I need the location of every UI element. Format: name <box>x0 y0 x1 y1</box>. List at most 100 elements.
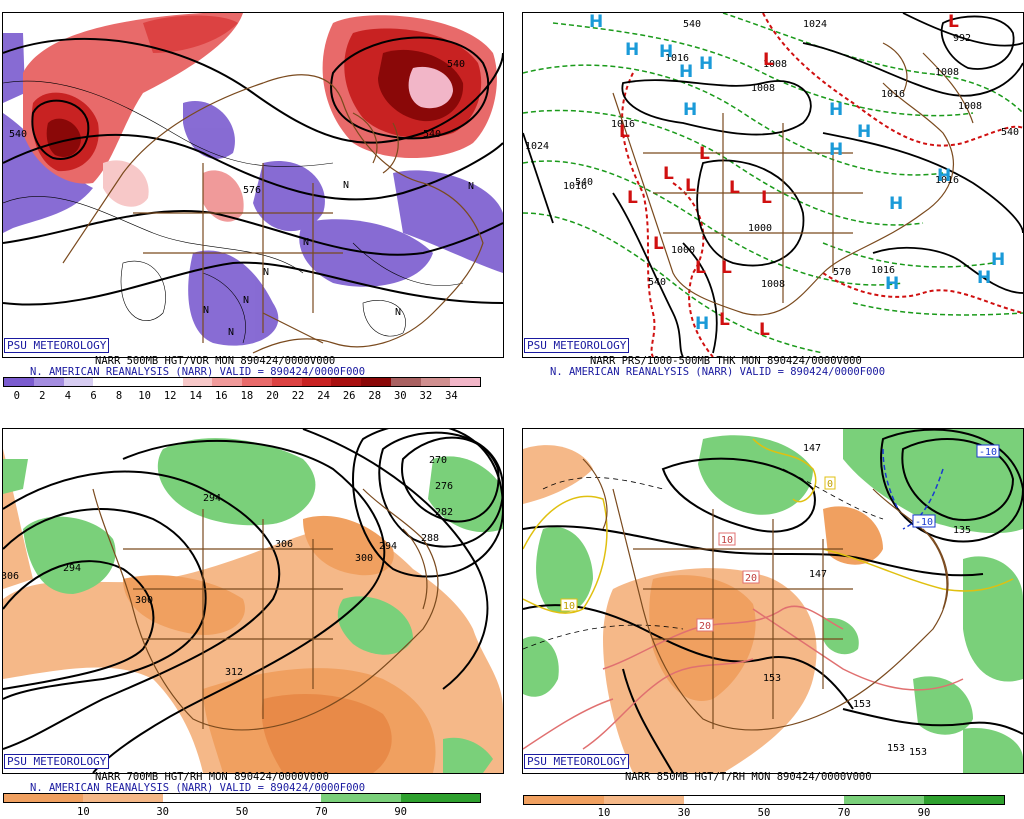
pressure-label: 1016 <box>563 181 587 192</box>
pressure-label: 1008 <box>751 83 775 94</box>
contour-label: 540 <box>423 129 441 140</box>
colorbar-tick-label: 32 <box>419 390 433 402</box>
colorbar-tick-label: 12 <box>163 390 177 402</box>
height-contour-labels: 294 294 300 306 306 312 270 276 282 288 … <box>3 455 453 678</box>
contour-label: 312 <box>225 667 243 678</box>
high-marker: H <box>829 140 843 160</box>
isotherm-labels: 0 10 10 20 20 <box>560 444 1000 632</box>
contour-label: 540 <box>9 129 27 140</box>
low-marker: L <box>619 122 630 142</box>
pressure-labels: 1024 1008 1008 1016 1016 1008 1000 1008 … <box>525 19 982 290</box>
vort-marker: N <box>203 305 209 316</box>
svg-text:10: 10 <box>563 601 575 612</box>
colorbar-tick-label: 8 <box>115 390 123 402</box>
colorbar <box>3 377 481 387</box>
low-marker: L <box>685 176 696 196</box>
thickness-contours-red <box>621 13 1023 357</box>
colorbar-swatch <box>420 378 451 386</box>
title-line-1: NARR 850MB HGT/T/RH MON 890424/0000V000 <box>625 771 872 783</box>
svg-text:-10: -10 <box>979 447 997 458</box>
colorbar-swatch <box>93 378 123 386</box>
map-850mb: 147 147 135 153 153 153 153 0 10 <box>522 428 1024 774</box>
low-marker: L <box>719 310 730 330</box>
colorbar-tick-label: 50 <box>235 806 249 818</box>
colorbar-swatch <box>241 794 322 802</box>
colorbar-tick-label: 6 <box>90 390 97 402</box>
high-marker: H <box>699 54 713 74</box>
colorbar-swatch <box>331 378 361 386</box>
isotherm-label-20a: 20 <box>742 570 760 584</box>
contour-label: 276 <box>435 481 453 492</box>
colorbar-tick-label: 28 <box>368 390 382 402</box>
title-line-2: N. AMERICAN REANALYSIS (NARR) VALID = 89… <box>30 366 366 378</box>
panel-700mb-hgt-rh: 294 294 300 306 306 312 270 276 282 288 … <box>0 416 510 819</box>
pressure-label: 1008 <box>935 67 959 78</box>
colorbar-tick-label: 2 <box>39 390 46 402</box>
height-contours <box>3 429 503 773</box>
map-850mb-svg: 147 147 135 153 153 153 153 0 10 <box>523 429 1023 773</box>
colorbar-swatch <box>152 378 183 386</box>
pressure-label: 992 <box>953 33 971 44</box>
contour-label: 282 <box>435 507 453 518</box>
colorbar-swatch <box>83 794 163 802</box>
colorbar-swatch <box>182 378 213 386</box>
contour-label: 294 <box>63 563 81 574</box>
isotherm-label-10b: 10 <box>718 532 736 546</box>
colorbar-tick-label: 30 <box>393 390 407 402</box>
geography <box>612 42 974 316</box>
low-marker: L <box>761 188 772 208</box>
low-marker: L <box>763 50 774 70</box>
vort-marker: N <box>228 327 234 338</box>
vort-marker: N <box>303 237 309 248</box>
colorbar-swatch <box>361 378 391 386</box>
colorbar-swatch <box>123 378 153 386</box>
psu-badge: PSU METEOROLOGY <box>4 338 110 353</box>
colorbar-swatch <box>271 378 302 386</box>
pressure-label: 1016 <box>881 89 905 100</box>
contour-label: 153 <box>887 743 905 754</box>
contour-label: 294 <box>379 541 397 552</box>
contour-label: 153 <box>909 747 927 758</box>
rh-dry-areas <box>3 449 503 773</box>
colorbar-tick-label: 30 <box>677 807 691 819</box>
contour-label: 300 <box>135 595 153 606</box>
pressure-label: 1024 <box>525 141 549 152</box>
low-marker: L <box>948 13 959 32</box>
colorbar-tick-label: 18 <box>240 390 254 402</box>
vort-marker: N <box>395 307 401 318</box>
vort-marker: N <box>243 295 249 306</box>
colorbar-swatch <box>390 378 421 386</box>
high-marker: H <box>695 314 709 334</box>
colorbar-ticks: 0 2 4 6 8 10 12 14 16 18 20 22 24 26 28 30 32 34 <box>4 390 480 402</box>
colorbar <box>523 795 1005 805</box>
colorbar-ticks: 10 30 50 70 90 <box>524 807 1004 819</box>
colorbar-swatch <box>400 794 480 802</box>
low-pressure-markers: L L L L L L L L L L L L L L <box>619 13 959 340</box>
contour-label: 147 <box>803 443 821 454</box>
title-line-2: N. AMERICAN REANALYSIS (NARR) VALID = 89… <box>550 366 886 378</box>
colorbar-swatch <box>4 378 34 386</box>
psu-badge: PSU METEOROLOGY <box>524 338 630 353</box>
contour-label: 270 <box>429 455 447 466</box>
low-marker: L <box>663 164 674 184</box>
colorbar-tick-label: 70 <box>315 806 328 818</box>
colorbar-tick-label: 22 <box>291 390 305 402</box>
isotherm-label-m10b: -10 <box>912 514 936 528</box>
psu-badge: PSU METEOROLOGY <box>524 754 630 769</box>
colorbar-tick-label: 90 <box>394 806 407 818</box>
colorbar-tick-label: 26 <box>342 390 356 402</box>
pressure-label: 1008 <box>761 279 785 290</box>
title-line-1: NARR 700MB HGT/RH MON 890424/0000V000 <box>95 771 329 783</box>
thickness-label: 540 <box>648 277 666 288</box>
svg-text:10: 10 <box>721 535 733 546</box>
high-marker: H <box>679 62 693 82</box>
isotherm-label-10a: 10 <box>560 598 578 612</box>
isotherms <box>523 438 1014 750</box>
thickness-label: 540 <box>1001 127 1019 138</box>
dewpoint-contours <box>523 468 884 650</box>
colorbar-swatch <box>924 796 1004 804</box>
colorbar-swatch <box>33 378 64 386</box>
high-marker: H <box>659 42 673 62</box>
geography <box>92 488 439 731</box>
colorbar-swatch <box>4 794 84 802</box>
